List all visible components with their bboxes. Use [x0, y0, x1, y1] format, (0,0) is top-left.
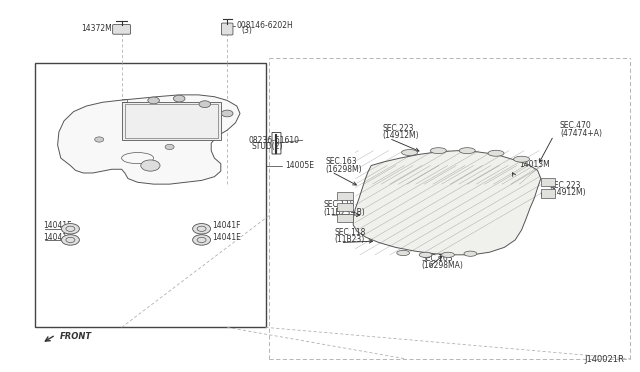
Text: 008146-6202H: 008146-6202H — [236, 21, 293, 30]
Text: SEC.163: SEC.163 — [421, 254, 452, 263]
Text: (3): (3) — [241, 26, 252, 35]
Text: (14912M): (14912M) — [549, 188, 586, 197]
Bar — [35, 63, 266, 327]
Text: (16298M): (16298M) — [325, 165, 362, 174]
Circle shape — [173, 95, 185, 102]
Circle shape — [61, 235, 79, 245]
Ellipse shape — [442, 252, 454, 257]
Bar — [122, 102, 221, 140]
Ellipse shape — [460, 148, 476, 154]
Text: SEC.223: SEC.223 — [383, 124, 414, 133]
Ellipse shape — [402, 150, 418, 155]
Circle shape — [199, 101, 211, 108]
Text: SEC.163: SEC.163 — [325, 157, 356, 166]
Text: (11B23): (11B23) — [334, 235, 364, 244]
Circle shape — [148, 97, 159, 104]
Bar — [337, 192, 353, 200]
Text: 14041F: 14041F — [44, 221, 72, 230]
Ellipse shape — [431, 148, 447, 154]
Bar — [125, 104, 218, 138]
Polygon shape — [58, 95, 240, 184]
Text: 14013M: 14013M — [520, 160, 550, 169]
Text: (16298MA): (16298MA) — [421, 262, 463, 270]
Text: 14372M: 14372M — [81, 24, 112, 33]
Circle shape — [165, 144, 174, 150]
Bar — [541, 189, 555, 198]
Text: 14041E: 14041E — [212, 233, 241, 242]
Bar — [337, 214, 353, 222]
Circle shape — [141, 160, 160, 171]
Text: SEC.118: SEC.118 — [334, 228, 365, 237]
Text: (47474+A): (47474+A) — [560, 129, 602, 138]
Polygon shape — [353, 151, 541, 255]
Ellipse shape — [397, 250, 410, 256]
Ellipse shape — [513, 156, 529, 162]
Text: FRONT: FRONT — [60, 332, 92, 341]
Text: (14912M): (14912M) — [383, 131, 419, 140]
Text: 14041F: 14041F — [212, 221, 241, 230]
Ellipse shape — [419, 252, 432, 257]
Circle shape — [193, 235, 211, 245]
Bar — [337, 203, 353, 211]
FancyBboxPatch shape — [113, 25, 131, 34]
Circle shape — [61, 224, 79, 234]
Text: SEC.470: SEC.470 — [560, 121, 592, 130]
Text: (11B23+B): (11B23+B) — [323, 208, 365, 217]
Text: SEC.118: SEC.118 — [323, 201, 355, 209]
Ellipse shape — [488, 150, 504, 156]
Text: SEC.223: SEC.223 — [549, 181, 580, 190]
Text: 14041E: 14041E — [44, 233, 72, 242]
Text: J140021R: J140021R — [584, 355, 624, 364]
Text: STUD(2): STUD(2) — [252, 142, 283, 151]
Circle shape — [193, 224, 211, 234]
FancyBboxPatch shape — [221, 23, 233, 35]
Ellipse shape — [464, 251, 477, 256]
Text: 14005E: 14005E — [285, 161, 314, 170]
Bar — [541, 178, 555, 186]
Circle shape — [221, 110, 233, 117]
Text: 08236-61610: 08236-61610 — [248, 136, 300, 145]
Circle shape — [95, 137, 104, 142]
